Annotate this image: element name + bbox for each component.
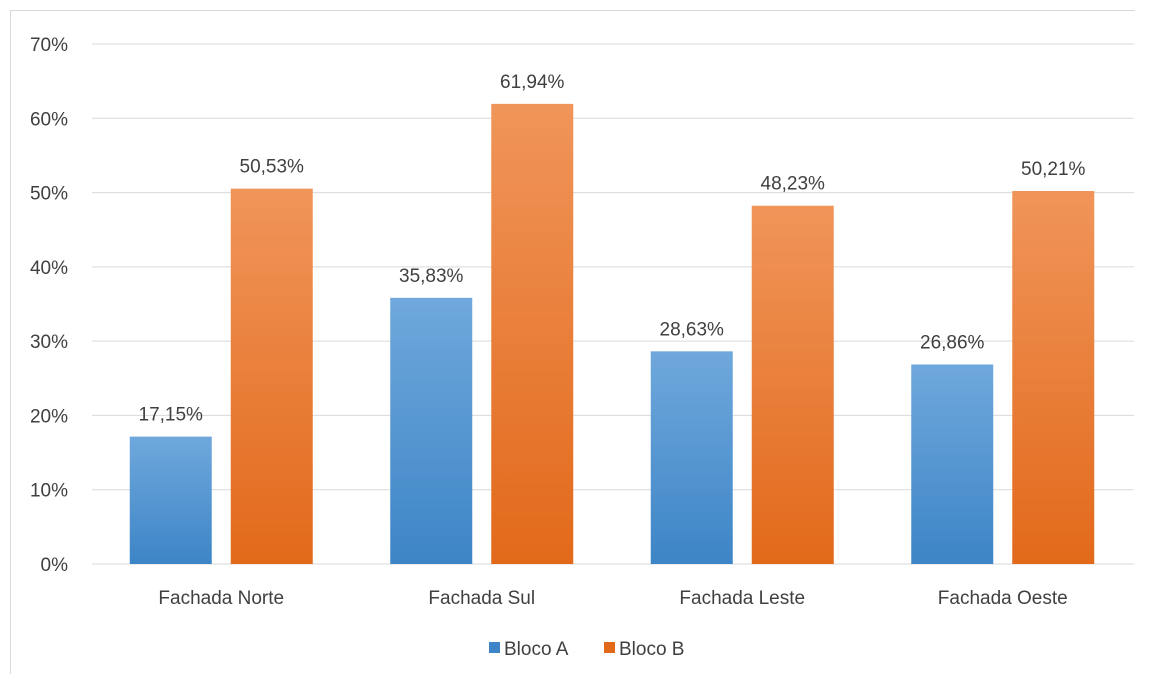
x-tick-label: Fachada Leste (679, 588, 805, 609)
y-tick-label: 40% (30, 258, 68, 279)
x-axis-tick-labels: Fachada Norte Fachada Sul Fachada Leste Fac… (158, 588, 1067, 609)
data-label: 35,83% (399, 266, 464, 287)
bar (230, 188, 313, 565)
y-tick-label: 0% (41, 555, 69, 576)
chart-frame (10, 10, 1135, 674)
data-label: 50,21% (1021, 159, 1086, 180)
data-label: 17,15% (139, 405, 204, 426)
x-tick-label: Fachada Oeste (938, 588, 1068, 609)
legend-label-bloco-b: Bloco B (619, 639, 684, 660)
data-labels: 17,15% 50,53% 35,83% 61,94% 28,63% 48,23% 26,8… (139, 72, 1086, 426)
data-label: 50,53% (240, 157, 305, 178)
bar (751, 205, 834, 564)
bar (650, 351, 733, 564)
bar (390, 297, 473, 564)
y-tick-label: 30% (30, 332, 68, 353)
x-tick-label: Fachada Norte (158, 588, 284, 609)
y-axis-tick-labels: 0% 10% 20% 30% 40% 50% 60% 70% (30, 35, 68, 576)
bar (1012, 191, 1095, 565)
data-label: 48,23% (761, 174, 826, 195)
bar (491, 103, 574, 565)
legend-label-bloco-a: Bloco A (504, 639, 569, 660)
y-tick-label: 60% (30, 109, 68, 130)
bars (129, 103, 1095, 565)
gridlines (92, 43, 1134, 565)
legend-swatch-bloco-a (489, 642, 500, 653)
data-label: 26,86% (920, 332, 985, 353)
x-tick-label: Fachada Sul (428, 588, 535, 609)
data-label: 61,94% (500, 72, 565, 93)
bar (129, 436, 212, 564)
data-label: 28,63% (660, 319, 725, 340)
legend: Bloco A Bloco B (489, 639, 684, 660)
y-tick-label: 10% (30, 481, 68, 502)
legend-swatch-bloco-b (604, 642, 615, 653)
y-tick-label: 20% (30, 406, 68, 427)
bar (911, 364, 994, 564)
y-tick-label: 70% (30, 35, 68, 56)
y-tick-label: 50% (30, 184, 68, 205)
